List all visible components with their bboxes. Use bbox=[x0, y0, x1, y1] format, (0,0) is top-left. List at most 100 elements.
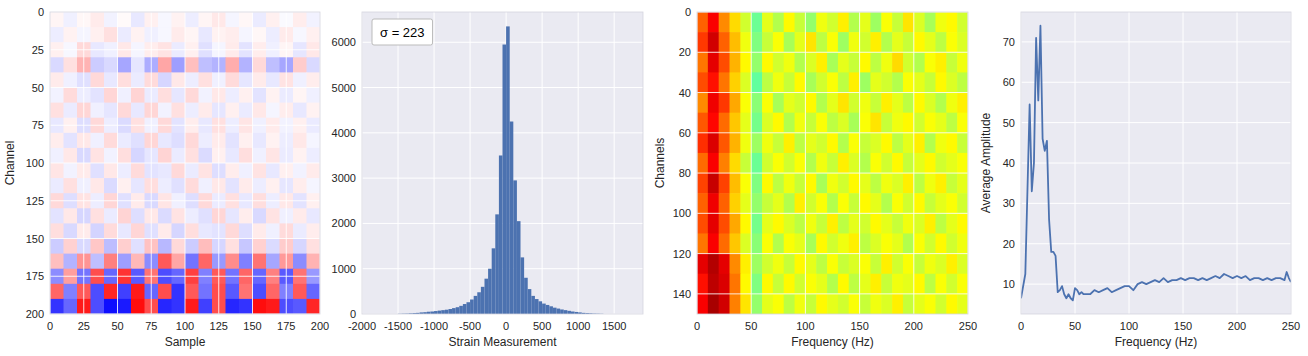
heatmap-cell bbox=[293, 12, 307, 28]
x-tick-label: 75 bbox=[145, 320, 157, 332]
heatmap-cell bbox=[158, 57, 172, 73]
heatmap-cell bbox=[64, 254, 78, 270]
histogram-bar bbox=[434, 311, 438, 314]
y-tick-label: 25 bbox=[32, 44, 44, 56]
heatmap-cell bbox=[946, 113, 957, 134]
heatmap-cell bbox=[266, 223, 280, 239]
heatmap-cell bbox=[849, 173, 860, 194]
heatmap-cell bbox=[266, 103, 280, 119]
heatmap-cell bbox=[730, 113, 741, 134]
heatmap-cell bbox=[185, 27, 199, 43]
heatmap-cell bbox=[266, 254, 280, 270]
heatmap-cell bbox=[795, 133, 806, 154]
heatmap-cell bbox=[892, 213, 903, 234]
heatmap-cell bbox=[795, 233, 806, 254]
heatmap-cell bbox=[849, 274, 860, 295]
grid-line bbox=[697, 213, 968, 214]
heatmap-cell bbox=[708, 213, 719, 234]
heatmap-cell bbox=[784, 12, 795, 33]
heatmap-cell bbox=[730, 133, 741, 154]
heatmap-cell bbox=[946, 233, 957, 254]
heatmap-cell bbox=[172, 72, 186, 88]
y-tick-label: 140 bbox=[673, 288, 691, 300]
heatmap-cell bbox=[239, 284, 253, 300]
heatmap-cell bbox=[253, 239, 267, 255]
heatmap-cell bbox=[266, 239, 280, 255]
heatmap-cell bbox=[708, 153, 719, 174]
heatmap-cell bbox=[870, 294, 881, 314]
heatmap-cell bbox=[185, 239, 199, 255]
heatmap-cell bbox=[784, 193, 795, 214]
grid-line bbox=[50, 163, 320, 164]
heatmap-cell bbox=[838, 93, 849, 114]
heatmap-cell bbox=[881, 173, 892, 194]
heatmap-cell bbox=[881, 213, 892, 234]
heatmap-cell bbox=[64, 27, 78, 43]
heatmap-cell bbox=[827, 193, 838, 214]
heatmap-cell bbox=[64, 239, 78, 255]
heatmap-cell bbox=[719, 193, 730, 214]
heatmap-cell bbox=[253, 208, 267, 224]
heatmap-cell bbox=[870, 12, 881, 33]
x-tick-label: -1000 bbox=[420, 320, 448, 332]
heatmap-cell bbox=[253, 284, 267, 300]
y-tick-label: 200 bbox=[26, 308, 44, 320]
heatmap-cell bbox=[172, 12, 186, 28]
heatmap-cell bbox=[226, 148, 240, 164]
heatmap-cell bbox=[784, 213, 795, 234]
heatmap-cell bbox=[199, 148, 213, 164]
heatmap-cell bbox=[172, 163, 186, 179]
heatmap-cell bbox=[131, 72, 145, 88]
heatmap-cell bbox=[104, 208, 118, 224]
heatmap-cell bbox=[838, 52, 849, 73]
y-tick-label: 1000 bbox=[332, 263, 356, 275]
heatmap-cell bbox=[795, 274, 806, 295]
heatmap-cell bbox=[925, 113, 936, 134]
heatmap-cell bbox=[253, 223, 267, 239]
heatmap-cell bbox=[773, 233, 784, 254]
y-tick-label: 100 bbox=[26, 157, 44, 169]
heatmap-cell bbox=[925, 274, 936, 295]
heatmap-cell bbox=[805, 113, 816, 134]
heatmap-cell bbox=[719, 274, 730, 295]
heatmap-cell bbox=[946, 173, 957, 194]
heatmap-cell bbox=[239, 163, 253, 179]
heatmap-cell bbox=[158, 239, 172, 255]
heatmap-cell bbox=[730, 294, 741, 314]
heatmap-cell bbox=[172, 208, 186, 224]
plot-background bbox=[50, 12, 320, 314]
heatmap-cell bbox=[892, 233, 903, 254]
histogram-bar bbox=[438, 311, 442, 314]
x-tick-label: 250 bbox=[959, 320, 977, 332]
heatmap-cell bbox=[226, 299, 240, 314]
heatmap-cell bbox=[838, 12, 849, 33]
heatmap-cell bbox=[158, 103, 172, 119]
heatmap-cell bbox=[697, 233, 708, 254]
heatmap-cell bbox=[708, 294, 719, 314]
heatmap-cell bbox=[50, 133, 64, 149]
histogram-bar bbox=[452, 308, 456, 314]
heatmap-cell bbox=[762, 12, 773, 33]
heatmap-cell bbox=[903, 52, 914, 73]
grid bbox=[697, 12, 968, 314]
y-tick-label: 75 bbox=[32, 119, 44, 131]
marks bbox=[1021, 26, 1291, 301]
heatmap-cell bbox=[730, 52, 741, 73]
grid-line bbox=[1021, 82, 1291, 83]
heatmap-cell bbox=[827, 173, 838, 194]
heatmap-cell bbox=[935, 133, 946, 154]
x-tick-label: 0 bbox=[694, 320, 700, 332]
heatmap-cell bbox=[158, 254, 172, 270]
y-tick-label: 4000 bbox=[332, 127, 356, 139]
heatmap-cell bbox=[881, 52, 892, 73]
heatmap-cell bbox=[293, 284, 307, 300]
heatmap-cell bbox=[158, 284, 172, 300]
heatmap-cell bbox=[253, 163, 267, 179]
heatmap-cell bbox=[226, 223, 240, 239]
heatmap-cell bbox=[293, 88, 307, 104]
heatmap-cell bbox=[795, 113, 806, 134]
heatmap-cell bbox=[91, 103, 105, 119]
x-tick-label: 25 bbox=[78, 320, 90, 332]
heatmap-cell bbox=[881, 12, 892, 33]
heatmap-cell bbox=[740, 173, 751, 194]
